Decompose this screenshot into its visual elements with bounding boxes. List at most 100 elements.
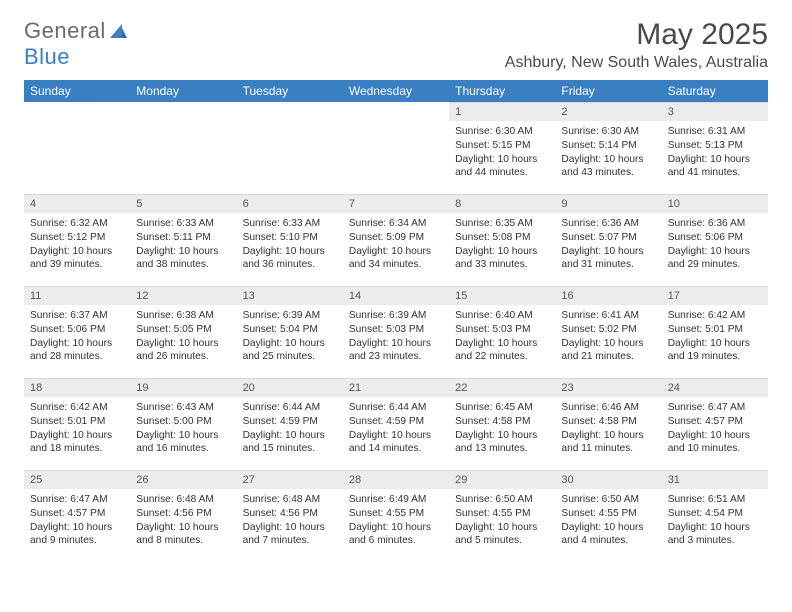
- calendar-cell: 25Sunrise: 6:47 AMSunset: 4:57 PMDayligh…: [24, 470, 130, 562]
- calendar-cell: 1Sunrise: 6:30 AMSunset: 5:15 PMDaylight…: [449, 102, 555, 194]
- calendar-cell: [24, 102, 130, 194]
- weekday-header: Friday: [555, 80, 661, 102]
- calendar-cell: 26Sunrise: 6:48 AMSunset: 4:56 PMDayligh…: [130, 470, 236, 562]
- day-details: Sunrise: 6:47 AMSunset: 4:57 PMDaylight:…: [662, 397, 768, 462]
- calendar-cell: 16Sunrise: 6:41 AMSunset: 5:02 PMDayligh…: [555, 286, 661, 378]
- day-number: 26: [130, 470, 236, 489]
- day-details: Sunrise: 6:39 AMSunset: 5:04 PMDaylight:…: [237, 305, 343, 370]
- day-details: Sunrise: 6:38 AMSunset: 5:05 PMDaylight:…: [130, 305, 236, 370]
- calendar-row: 11Sunrise: 6:37 AMSunset: 5:06 PMDayligh…: [24, 286, 768, 378]
- calendar-cell: [343, 102, 449, 194]
- calendar-body: 1Sunrise: 6:30 AMSunset: 5:15 PMDaylight…: [24, 102, 768, 562]
- calendar-row: 1Sunrise: 6:30 AMSunset: 5:15 PMDaylight…: [24, 102, 768, 194]
- day-details: Sunrise: 6:39 AMSunset: 5:03 PMDaylight:…: [343, 305, 449, 370]
- day-details: Sunrise: 6:48 AMSunset: 4:56 PMDaylight:…: [237, 489, 343, 554]
- calendar-cell: 2Sunrise: 6:30 AMSunset: 5:14 PMDaylight…: [555, 102, 661, 194]
- day-number: 20: [237, 378, 343, 397]
- calendar-cell: 14Sunrise: 6:39 AMSunset: 5:03 PMDayligh…: [343, 286, 449, 378]
- calendar-cell: 4Sunrise: 6:32 AMSunset: 5:12 PMDaylight…: [24, 194, 130, 286]
- day-number: 14: [343, 286, 449, 305]
- weekday-header-row: SundayMondayTuesdayWednesdayThursdayFrid…: [24, 80, 768, 102]
- day-number: 30: [555, 470, 661, 489]
- day-details: Sunrise: 6:37 AMSunset: 5:06 PMDaylight:…: [24, 305, 130, 370]
- day-number: 2: [555, 102, 661, 121]
- day-number: 11: [24, 286, 130, 305]
- calendar-cell: 29Sunrise: 6:50 AMSunset: 4:55 PMDayligh…: [449, 470, 555, 562]
- day-number: 18: [24, 378, 130, 397]
- calendar-row: 25Sunrise: 6:47 AMSunset: 4:57 PMDayligh…: [24, 470, 768, 562]
- day-details: Sunrise: 6:33 AMSunset: 5:10 PMDaylight:…: [237, 213, 343, 278]
- calendar-cell: [130, 102, 236, 194]
- calendar-cell: 27Sunrise: 6:48 AMSunset: 4:56 PMDayligh…: [237, 470, 343, 562]
- day-number: 6: [237, 194, 343, 213]
- day-number: 13: [237, 286, 343, 305]
- day-number: 22: [449, 378, 555, 397]
- day-number: 24: [662, 378, 768, 397]
- location-subtitle: Ashbury, New South Wales, Australia: [505, 54, 768, 72]
- calendar-cell: [237, 102, 343, 194]
- day-number: 19: [130, 378, 236, 397]
- calendar-cell: 10Sunrise: 6:36 AMSunset: 5:06 PMDayligh…: [662, 194, 768, 286]
- day-number: 23: [555, 378, 661, 397]
- day-number: 16: [555, 286, 661, 305]
- calendar-cell: 17Sunrise: 6:42 AMSunset: 5:01 PMDayligh…: [662, 286, 768, 378]
- day-details: Sunrise: 6:50 AMSunset: 4:55 PMDaylight:…: [555, 489, 661, 554]
- day-details: Sunrise: 6:50 AMSunset: 4:55 PMDaylight:…: [449, 489, 555, 554]
- day-number: 9: [555, 194, 661, 213]
- day-number: 10: [662, 194, 768, 213]
- day-number: 12: [130, 286, 236, 305]
- day-number: 4: [24, 194, 130, 213]
- day-number: 29: [449, 470, 555, 489]
- day-number: 1: [449, 102, 555, 121]
- brand-logo: General: [24, 18, 129, 44]
- day-details: Sunrise: 6:49 AMSunset: 4:55 PMDaylight:…: [343, 489, 449, 554]
- day-details: Sunrise: 6:36 AMSunset: 5:06 PMDaylight:…: [662, 213, 768, 278]
- calendar-cell: 5Sunrise: 6:33 AMSunset: 5:11 PMDaylight…: [130, 194, 236, 286]
- calendar-cell: 30Sunrise: 6:50 AMSunset: 4:55 PMDayligh…: [555, 470, 661, 562]
- calendar-row: 4Sunrise: 6:32 AMSunset: 5:12 PMDaylight…: [24, 194, 768, 286]
- day-details: Sunrise: 6:32 AMSunset: 5:12 PMDaylight:…: [24, 213, 130, 278]
- calendar-cell: 21Sunrise: 6:44 AMSunset: 4:59 PMDayligh…: [343, 378, 449, 470]
- calendar-cell: 15Sunrise: 6:40 AMSunset: 5:03 PMDayligh…: [449, 286, 555, 378]
- day-details: Sunrise: 6:35 AMSunset: 5:08 PMDaylight:…: [449, 213, 555, 278]
- month-title: May 2025: [505, 18, 768, 52]
- day-details: Sunrise: 6:30 AMSunset: 5:14 PMDaylight:…: [555, 121, 661, 186]
- calendar-cell: 20Sunrise: 6:44 AMSunset: 4:59 PMDayligh…: [237, 378, 343, 470]
- day-details: Sunrise: 6:47 AMSunset: 4:57 PMDaylight:…: [24, 489, 130, 554]
- calendar-cell: 7Sunrise: 6:34 AMSunset: 5:09 PMDaylight…: [343, 194, 449, 286]
- day-number: 3: [662, 102, 768, 121]
- day-number: 27: [237, 470, 343, 489]
- calendar-cell: 19Sunrise: 6:43 AMSunset: 5:00 PMDayligh…: [130, 378, 236, 470]
- calendar-cell: 31Sunrise: 6:51 AMSunset: 4:54 PMDayligh…: [662, 470, 768, 562]
- weekday-header: Monday: [130, 80, 236, 102]
- day-number: 15: [449, 286, 555, 305]
- calendar-cell: 11Sunrise: 6:37 AMSunset: 5:06 PMDayligh…: [24, 286, 130, 378]
- weekday-header: Sunday: [24, 80, 130, 102]
- brand-part2: Blue: [24, 44, 70, 70]
- day-details: Sunrise: 6:30 AMSunset: 5:15 PMDaylight:…: [449, 121, 555, 186]
- day-details: Sunrise: 6:36 AMSunset: 5:07 PMDaylight:…: [555, 213, 661, 278]
- day-details: Sunrise: 6:42 AMSunset: 5:01 PMDaylight:…: [662, 305, 768, 370]
- day-details: Sunrise: 6:42 AMSunset: 5:01 PMDaylight:…: [24, 397, 130, 462]
- day-number: 17: [662, 286, 768, 305]
- day-details: Sunrise: 6:34 AMSunset: 5:09 PMDaylight:…: [343, 213, 449, 278]
- calendar-table: SundayMondayTuesdayWednesdayThursdayFrid…: [24, 80, 768, 562]
- sail-icon: [108, 22, 128, 40]
- day-details: Sunrise: 6:44 AMSunset: 4:59 PMDaylight:…: [237, 397, 343, 462]
- day-number: 21: [343, 378, 449, 397]
- calendar-cell: 3Sunrise: 6:31 AMSunset: 5:13 PMDaylight…: [662, 102, 768, 194]
- day-details: Sunrise: 6:33 AMSunset: 5:11 PMDaylight:…: [130, 213, 236, 278]
- day-details: Sunrise: 6:43 AMSunset: 5:00 PMDaylight:…: [130, 397, 236, 462]
- day-number: 25: [24, 470, 130, 489]
- calendar-cell: 8Sunrise: 6:35 AMSunset: 5:08 PMDaylight…: [449, 194, 555, 286]
- day-number: 28: [343, 470, 449, 489]
- brand-part1: General: [24, 18, 106, 44]
- weekday-header: Wednesday: [343, 80, 449, 102]
- day-number: 8: [449, 194, 555, 213]
- calendar-cell: 6Sunrise: 6:33 AMSunset: 5:10 PMDaylight…: [237, 194, 343, 286]
- calendar-cell: 13Sunrise: 6:39 AMSunset: 5:04 PMDayligh…: [237, 286, 343, 378]
- day-details: Sunrise: 6:45 AMSunset: 4:58 PMDaylight:…: [449, 397, 555, 462]
- day-details: Sunrise: 6:48 AMSunset: 4:56 PMDaylight:…: [130, 489, 236, 554]
- day-details: Sunrise: 6:41 AMSunset: 5:02 PMDaylight:…: [555, 305, 661, 370]
- weekday-header: Saturday: [662, 80, 768, 102]
